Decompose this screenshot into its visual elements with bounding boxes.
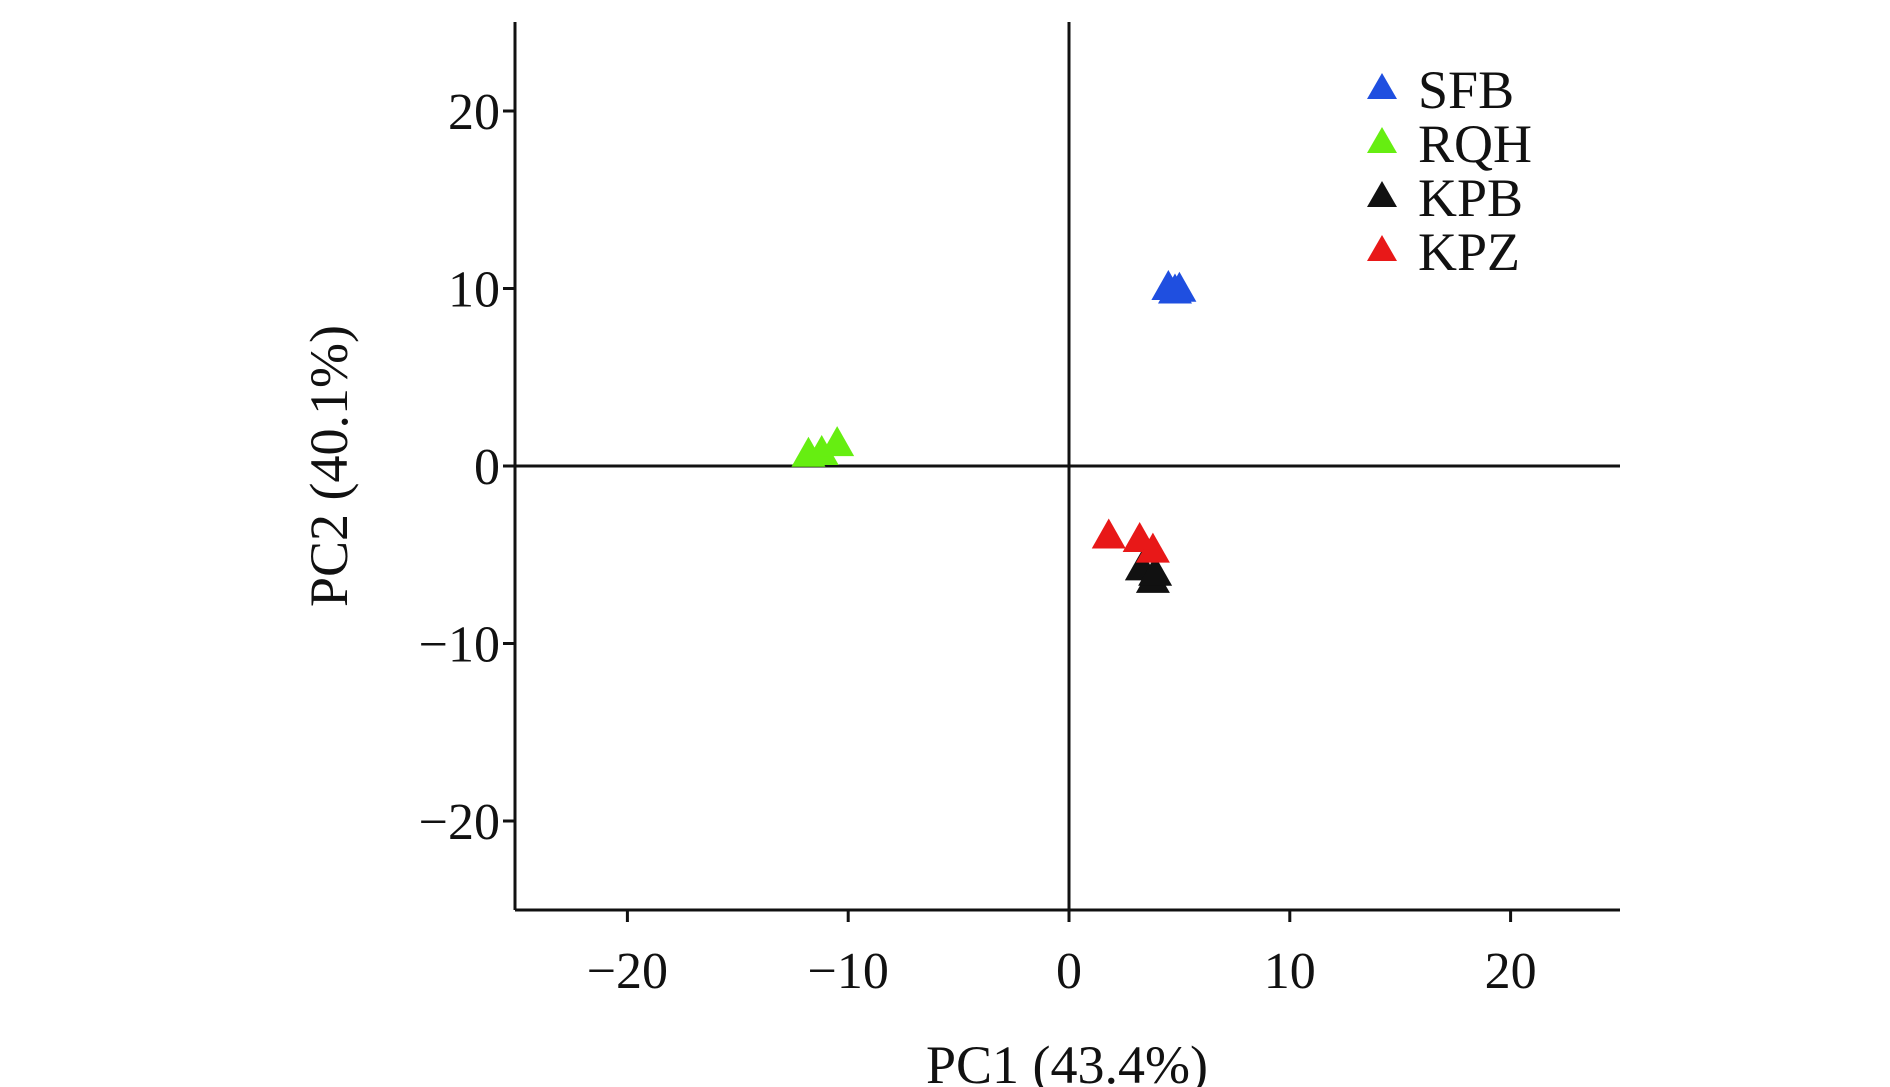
- point-kpz: [1135, 532, 1170, 563]
- point-rqh: [804, 435, 839, 466]
- y-tick-label: 0: [474, 439, 500, 496]
- legend-label-sfb: SFB: [1418, 60, 1514, 120]
- legend-label-kpb: KPB: [1418, 168, 1523, 228]
- legend-marker-sfb: [1367, 73, 1397, 99]
- x-tick-label: 20: [1485, 943, 1537, 1000]
- y-tick-label: 10: [448, 262, 500, 319]
- x-tick-label: 10: [1264, 943, 1316, 1000]
- point-kpb: [1138, 555, 1173, 586]
- y-axis-title: PC2 (40.1%): [299, 325, 359, 607]
- point-rqh: [820, 426, 855, 457]
- x-tick-label: −10: [808, 943, 889, 1000]
- y-tick-label: 20: [448, 84, 500, 141]
- legend-marker-kpb: [1367, 181, 1397, 207]
- x-axis-ticks: −20 −10 0 10 20: [587, 910, 1537, 1000]
- point-sfb: [1157, 273, 1192, 304]
- point-kpz: [1091, 518, 1126, 549]
- x-axis-title: PC1 (43.4%): [926, 1035, 1208, 1087]
- y-tick-label: −10: [419, 617, 500, 674]
- legend-label-kpz: KPZ: [1418, 222, 1520, 282]
- x-tick-label: −20: [587, 943, 668, 1000]
- legend-label-rqh: RQH: [1418, 114, 1532, 174]
- legend-marker-kpz: [1367, 235, 1397, 261]
- y-axis-ticks: 20 10 0 −10 −20: [419, 84, 515, 851]
- data-points: [791, 269, 1197, 593]
- x-tick-label: 0: [1056, 943, 1082, 1000]
- legend-marker-rqh: [1367, 127, 1397, 153]
- y-tick-label: −20: [419, 794, 500, 851]
- zero-reference-lines: [515, 22, 1620, 910]
